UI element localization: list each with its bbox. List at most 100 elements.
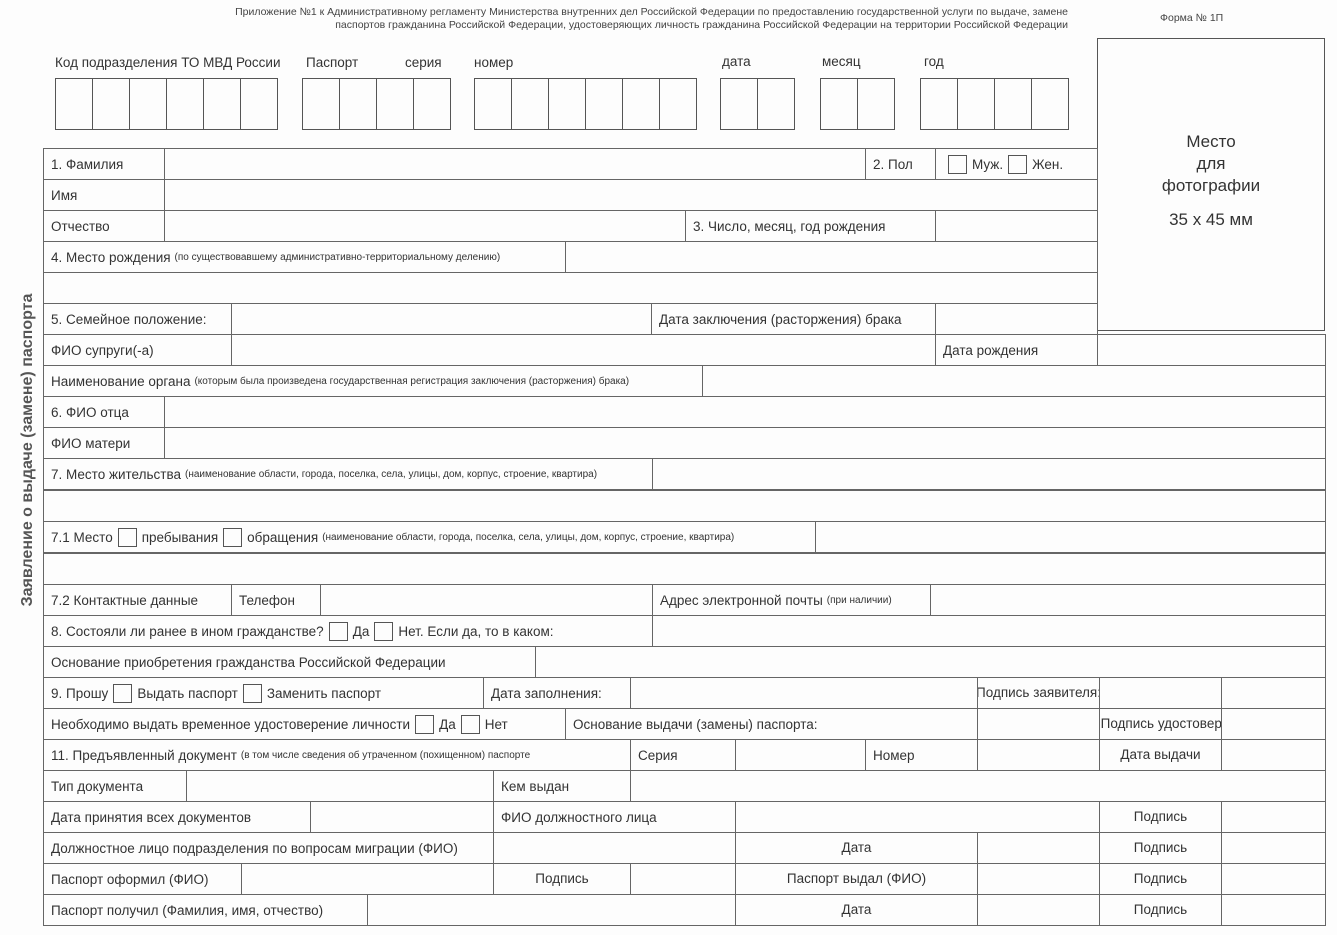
field-label: Да xyxy=(352,623,370,639)
input-field[interactable] xyxy=(43,553,1326,585)
input-field[interactable] xyxy=(630,770,1326,802)
input-field[interactable] xyxy=(164,210,686,242)
input-field[interactable] xyxy=(652,615,1326,647)
label-cell-doc-type: Тип документа xyxy=(43,770,187,802)
digit-box-seria[interactable] xyxy=(376,78,414,130)
input-field[interactable] xyxy=(735,801,1100,833)
input-field[interactable] xyxy=(367,894,736,926)
checkbox-replace[interactable] xyxy=(242,683,262,703)
input-field[interactable] xyxy=(493,832,736,864)
digit-box-nomer[interactable] xyxy=(622,78,660,130)
input-field[interactable] xyxy=(1221,739,1326,771)
field-label: Дата принятия всех документов xyxy=(51,809,252,825)
input-field[interactable] xyxy=(241,863,494,895)
label-cell-dob: 3. Число, месяц, год рождения xyxy=(685,210,936,242)
label-cell-familia: 1. Фамилия xyxy=(43,148,165,180)
field-label: пребывания xyxy=(141,529,219,545)
input-field[interactable] xyxy=(977,739,1100,771)
input-field[interactable] xyxy=(630,863,736,895)
input-field[interactable] xyxy=(1221,832,1326,864)
checkbox-male[interactable] xyxy=(948,154,967,174)
checkbox-yes[interactable] xyxy=(328,621,348,641)
input-field[interactable] xyxy=(164,148,866,180)
input-field[interactable] xyxy=(702,365,1326,397)
label-cell-sign: Подпись xyxy=(1099,894,1222,926)
label-cell-sign: Подпись xyxy=(1099,801,1222,833)
input-field[interactable] xyxy=(43,490,1326,522)
digit-box-kod[interactable] xyxy=(203,78,241,130)
input-field[interactable] xyxy=(164,427,1326,459)
input-field[interactable] xyxy=(1221,863,1326,895)
label-cell-issue-basis: Основание выдачи (замены) паспорта: xyxy=(565,708,978,740)
field-note: (при наличии) xyxy=(826,594,892,606)
input-field[interactable] xyxy=(1221,677,1326,709)
digit-box-nomer[interactable] xyxy=(548,78,586,130)
checkbox-stay[interactable] xyxy=(117,527,137,547)
label-cell-spouse-dob: Дата рождения xyxy=(935,334,1098,366)
field-label: Нет xyxy=(484,716,508,732)
digit-box-nomer[interactable] xyxy=(585,78,623,130)
digit-box-kod[interactable] xyxy=(92,78,130,130)
checkbox-temp-yes[interactable] xyxy=(415,714,435,734)
input-field[interactable] xyxy=(535,646,1326,678)
digit-box-kod[interactable] xyxy=(129,78,167,130)
digit-box-year[interactable] xyxy=(920,78,958,130)
input-field[interactable] xyxy=(164,396,1326,428)
digit-box-year[interactable] xyxy=(1031,78,1069,130)
input-field[interactable] xyxy=(1221,801,1326,833)
input-field[interactable] xyxy=(630,677,978,709)
digit-box-month[interactable] xyxy=(857,78,895,130)
digit-box-kod[interactable] xyxy=(55,78,93,130)
field-label: ФИО матери xyxy=(51,435,131,451)
photo-text: фотографии xyxy=(1161,176,1261,195)
field-note: (по существовавшему административно-терр… xyxy=(174,251,501,263)
field-label: Серия xyxy=(638,747,678,763)
digit-box-day[interactable] xyxy=(757,78,795,130)
input-field[interactable] xyxy=(1097,334,1326,366)
input-field[interactable] xyxy=(652,458,1326,490)
digit-box-year[interactable] xyxy=(994,78,1032,130)
input-field[interactable] xyxy=(565,241,1098,273)
digit-box-month[interactable] xyxy=(820,78,858,130)
digit-box-kod[interactable] xyxy=(240,78,278,130)
field-label: 7.1 Место xyxy=(51,529,113,545)
digit-box-nomer[interactable] xyxy=(659,78,697,130)
checkbox-no[interactable] xyxy=(374,621,394,641)
input-field[interactable] xyxy=(977,863,1100,895)
field-label: Подпись xyxy=(535,871,589,886)
input-field[interactable] xyxy=(43,272,1098,304)
input-field[interactable] xyxy=(1221,708,1326,740)
digit-box-year[interactable] xyxy=(957,78,995,130)
label-cell-imya: Имя xyxy=(43,179,165,211)
digit-box-day[interactable] xyxy=(720,78,758,130)
input-field[interactable] xyxy=(231,334,936,366)
label-cell-number: Номер xyxy=(865,739,978,771)
digit-box-nomer[interactable] xyxy=(511,78,549,130)
input-field[interactable] xyxy=(310,801,494,833)
checkbox-issue[interactable] xyxy=(113,683,133,703)
input-field[interactable] xyxy=(935,303,1098,335)
input-field[interactable] xyxy=(164,179,1098,211)
input-field[interactable] xyxy=(935,210,1098,242)
digit-box-seria[interactable] xyxy=(302,78,340,130)
input-field[interactable] xyxy=(1099,677,1222,709)
checkbox-temp-no[interactable] xyxy=(460,714,480,734)
digit-box-seria[interactable] xyxy=(413,78,451,130)
checkbox-female[interactable] xyxy=(1008,154,1028,174)
digit-box-seria[interactable] xyxy=(339,78,377,130)
digit-box-kod[interactable] xyxy=(166,78,204,130)
input-field[interactable] xyxy=(1221,894,1326,926)
input-field[interactable] xyxy=(231,303,652,335)
input-field[interactable] xyxy=(815,521,1326,553)
input-field[interactable] xyxy=(977,832,1100,864)
label-cell-prepared-by: Паспорт оформил (ФИО) xyxy=(43,863,242,895)
field-label: Паспорт оформил (ФИО) xyxy=(51,871,209,887)
input-field[interactable] xyxy=(186,770,494,802)
input-field[interactable] xyxy=(930,584,1326,616)
input-field[interactable] xyxy=(977,708,1100,740)
checkbox-appeal[interactable] xyxy=(223,527,243,547)
input-field[interactable] xyxy=(320,584,653,616)
digit-box-nomer[interactable] xyxy=(474,78,512,130)
input-field[interactable] xyxy=(735,739,866,771)
input-field[interactable] xyxy=(977,894,1100,926)
